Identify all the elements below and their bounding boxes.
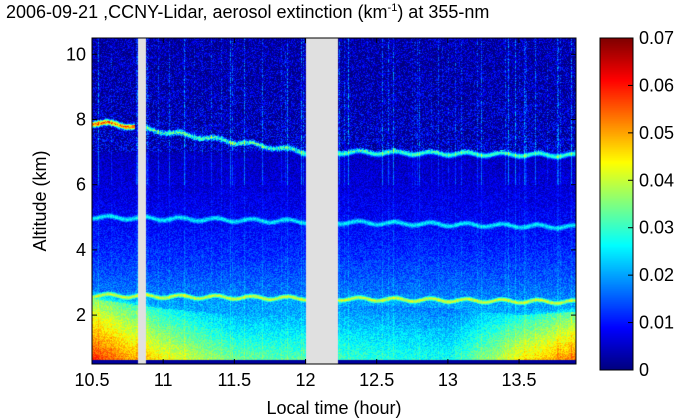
colorbar-tick-label: 0 bbox=[639, 360, 649, 380]
y-tick-label: 4 bbox=[76, 240, 86, 260]
x-tick-label: 10.5 bbox=[74, 370, 109, 390]
colorbar-tick-label: 0.02 bbox=[639, 265, 674, 285]
chart-title: 2006-09-21 ,CCNY-Lidar, aerosol extincti… bbox=[6, 2, 490, 22]
colorbar-ticks: 0 0.01 0.02 0.03 0.04 0.05 0.06 0.07 bbox=[628, 28, 674, 380]
x-axis: 10.5 11 11.5 12 12.5 13 13.5 bbox=[74, 38, 537, 390]
x-tick-label: 13 bbox=[438, 370, 458, 390]
colorbar-frame bbox=[599, 37, 634, 371]
y-axis: 2 4 6 8 10 bbox=[66, 44, 576, 325]
y-tick-label: 10 bbox=[66, 44, 86, 64]
plot-frame bbox=[91, 37, 577, 365]
x-tick-label: 12.5 bbox=[359, 370, 394, 390]
y-tick-label: 6 bbox=[76, 175, 86, 195]
colorbar-tick-label: 0.07 bbox=[639, 28, 674, 48]
colorbar-tick-label: 0.06 bbox=[639, 75, 674, 95]
colorbar-tick-label: 0.03 bbox=[639, 218, 674, 238]
x-tick-label: 11 bbox=[154, 370, 173, 390]
y-tick-label: 2 bbox=[76, 305, 86, 325]
colorbar-tick-label: 0.04 bbox=[639, 170, 674, 190]
plot-area bbox=[91, 37, 577, 365]
x-tick-label: 12 bbox=[296, 370, 316, 390]
colorbar-tick-label: 0.01 bbox=[639, 313, 674, 333]
x-tick-label: 11.5 bbox=[218, 370, 252, 390]
y-axis-label: Altitude (km) bbox=[30, 150, 50, 251]
x-tick-label: 13.5 bbox=[502, 370, 537, 390]
x-axis-label: Local time (hour) bbox=[266, 398, 401, 418]
colorbar-gradient bbox=[600, 38, 633, 370]
extinction-heatmap bbox=[92, 38, 576, 364]
colorbar-tick-label: 0.05 bbox=[639, 123, 674, 143]
colorbar: 0 0.01 0.02 0.03 0.04 0.05 0.06 0.07 bbox=[599, 28, 674, 380]
y-tick-label: 8 bbox=[76, 110, 86, 130]
